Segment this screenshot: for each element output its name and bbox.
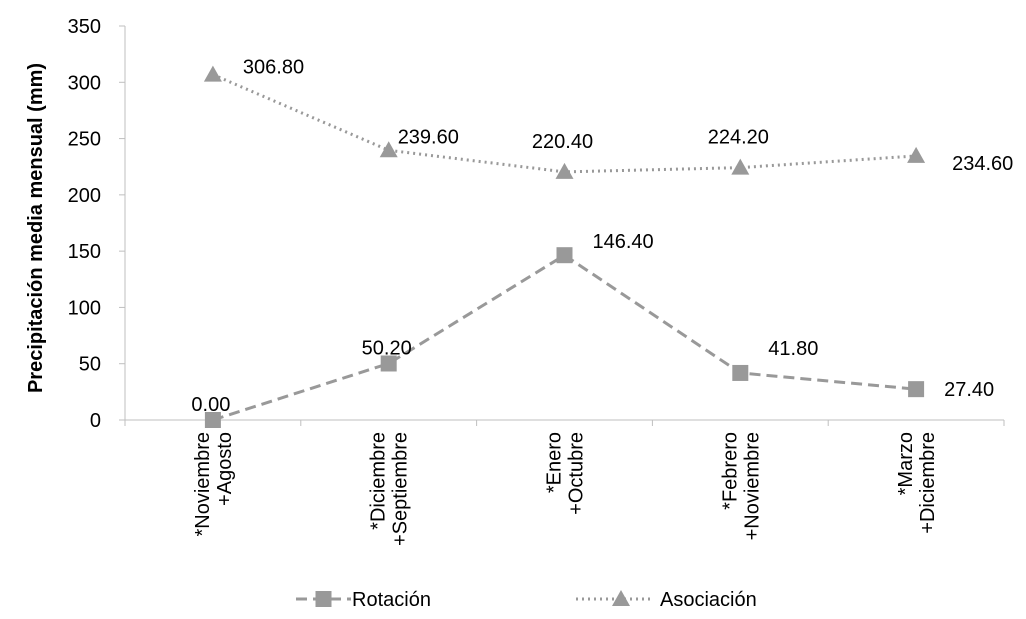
data-point-square [556, 247, 573, 264]
x-ticks: *Noviembre +Agosto *Diciembre +Septiembre *E… [124, 420, 1005, 546]
legend-triangle-icon [612, 590, 630, 606]
data-label: 224.20 [708, 127, 769, 149]
y-axis-title-group: Precipitación media mensual (mm) [25, 63, 47, 393]
x-tick-label: *Diciembre +Septiembre [368, 432, 412, 546]
data-labels: 0.00 50.20 146.40 41.80 27.40 306.80 239.60 220… [191, 57, 1013, 416]
data-label: 220.40 [532, 131, 593, 153]
legend-label: Rotación [352, 589, 431, 611]
y-axis-title: Precipitación media mensual (mm) [25, 63, 47, 393]
y-tick-label: 150 [68, 241, 101, 263]
x-tick-label: *Febrero +Noviembre [719, 432, 763, 540]
y-tick-label: 250 [68, 129, 101, 151]
data-point-square [732, 364, 749, 381]
data-label: 234.60 [952, 153, 1013, 175]
data-point-triangle [203, 65, 222, 82]
x-tick-label-line: +Agosto [214, 432, 236, 506]
x-tick-label-line: +Septiembre [390, 432, 412, 546]
x-tick-label-line: +Diciembre [917, 432, 939, 534]
y-tick-label: 300 [68, 72, 101, 94]
series-layer [203, 65, 926, 428]
x-tick-label-line: +Noviembre [741, 432, 763, 540]
legend-item: Rotación [296, 589, 431, 611]
y-tick-label: 200 [68, 185, 101, 207]
series-line-2 [212, 73, 917, 174]
legend-label: Asociación [660, 589, 757, 611]
legend-square-icon [315, 591, 332, 607]
data-label: 239.60 [398, 126, 459, 148]
data-point-triangle [379, 141, 398, 158]
data-label: 306.80 [243, 57, 304, 79]
data-point-square [380, 355, 397, 372]
x-tick-label-line: *Diciembre [368, 432, 390, 530]
data-label: 41.80 [768, 338, 818, 360]
x-tick-label: *Noviembre +Agosto [192, 432, 236, 536]
y-tick-label: 100 [68, 297, 101, 319]
data-label: 0.00 [191, 394, 230, 416]
y-tick-label: 0 [90, 410, 101, 432]
data-label: 146.40 [593, 231, 654, 253]
y-tick-label: 350 [68, 16, 101, 38]
x-tick-label: *Marzo +Diciembre [895, 432, 939, 534]
data-label: 50.20 [362, 337, 412, 359]
x-tick-label-line: *Febrero [719, 432, 741, 510]
data-point-square [204, 412, 221, 428]
data-point-square [908, 381, 925, 398]
data-label: 27.40 [944, 379, 994, 401]
x-tick-label-line: +Octubre [566, 432, 588, 515]
x-tick-label-line: *Enero [544, 432, 566, 493]
y-tick-label: 50 [79, 354, 101, 376]
data-point-triangle [907, 146, 926, 163]
data-point-triangle [731, 158, 750, 175]
legend: Rotación Asociación [296, 589, 757, 611]
y-ticks: 0 50 100 150 200 250 300 350 [68, 16, 125, 432]
x-tick-label: *Enero +Octubre [544, 432, 588, 515]
legend-item: Asociación [576, 589, 757, 611]
data-point-triangle [555, 162, 574, 179]
x-tick-label-line: *Marzo [895, 432, 917, 495]
x-tick-label-line: *Noviembre [192, 432, 214, 536]
